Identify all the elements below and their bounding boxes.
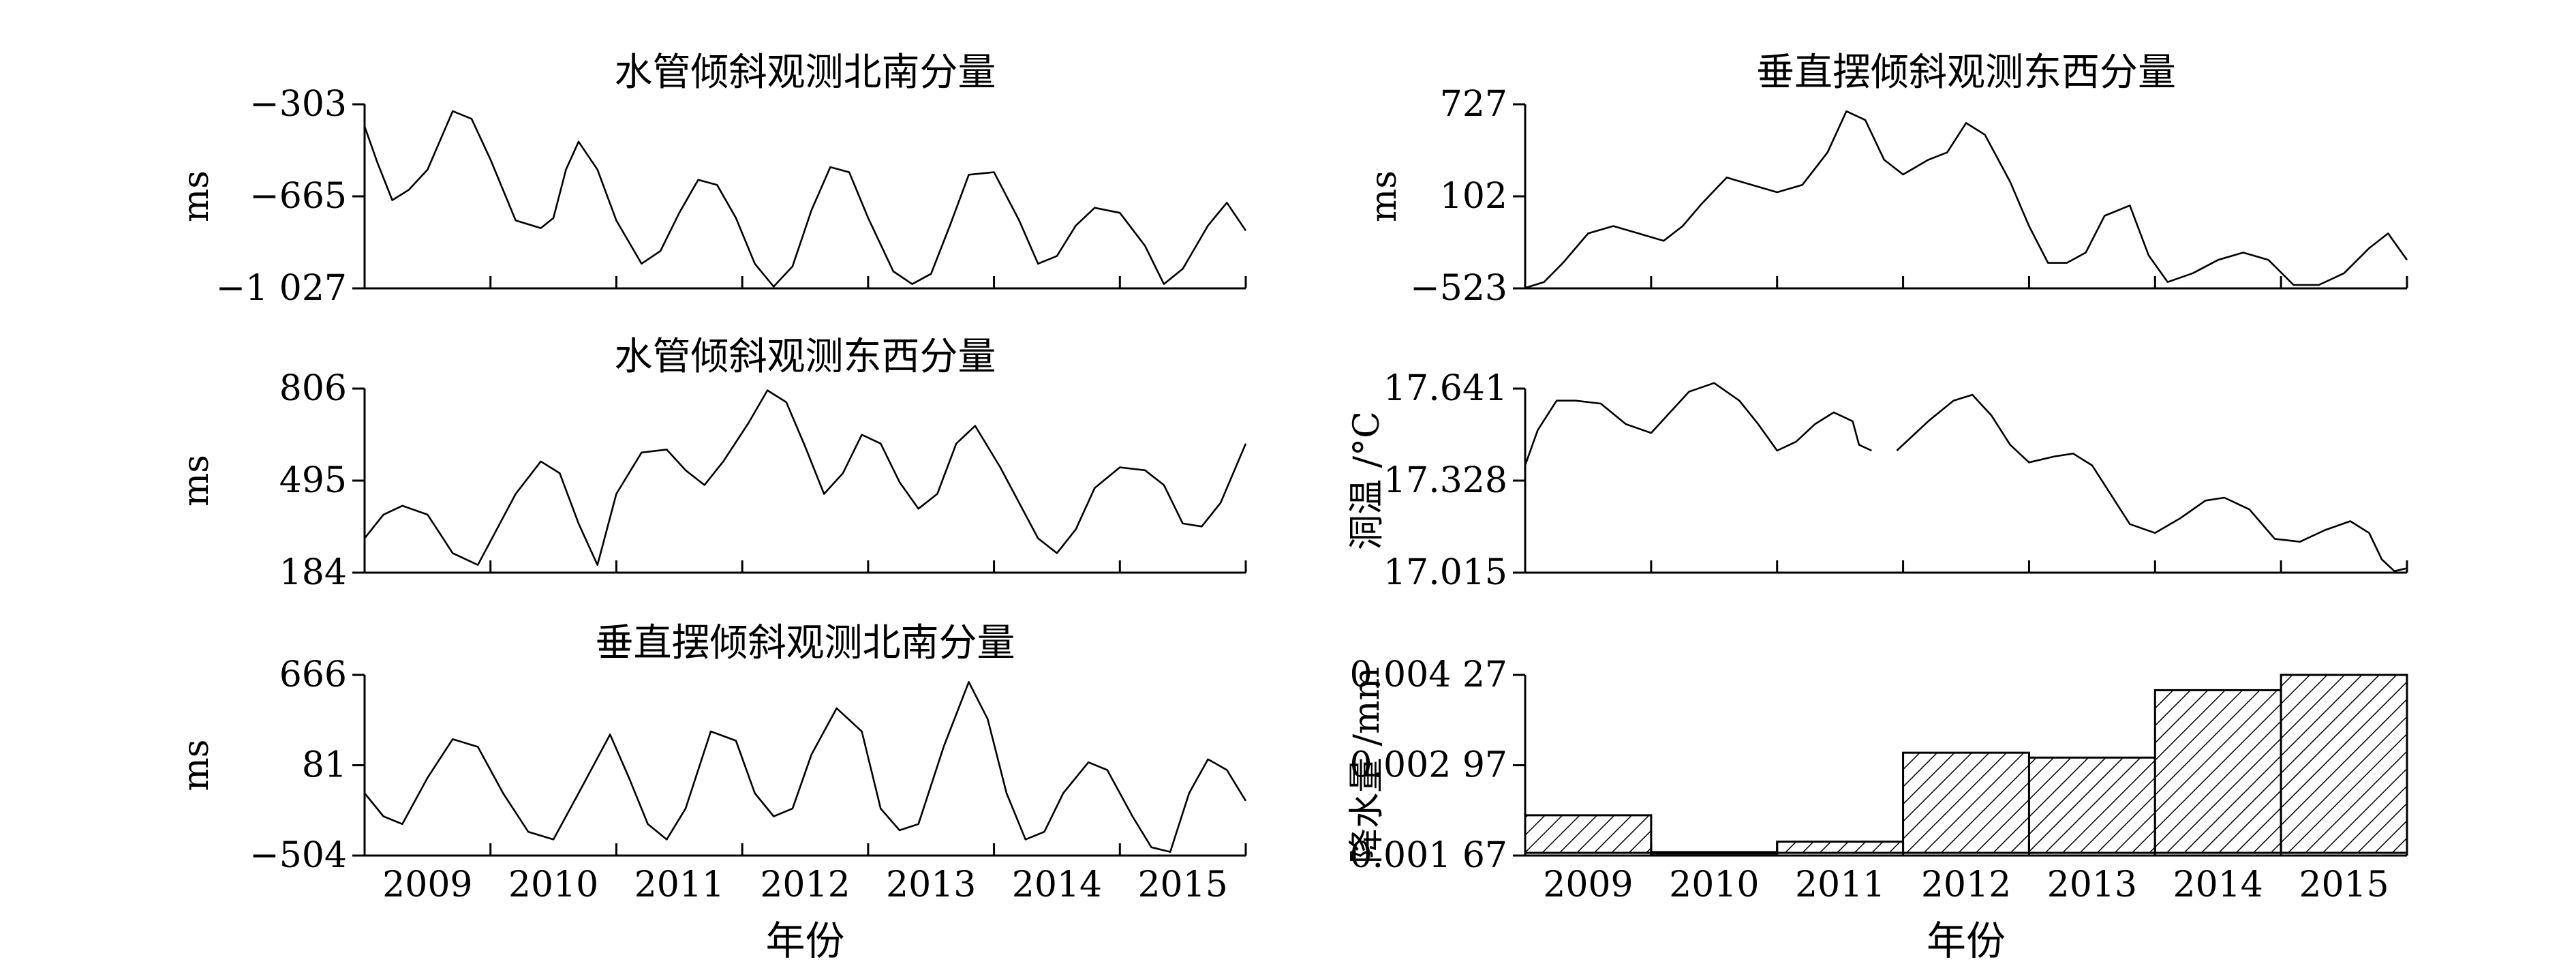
panel-title: 水管倾斜观测东西分量 [615, 335, 996, 379]
series-line-0 [363, 389, 1247, 566]
panel-title: 水管倾斜观测北南分量 [615, 50, 996, 95]
y-axis-label: ms [176, 170, 217, 222]
y-tick-label: 17.015 [1383, 552, 1507, 593]
series-line-0 [1524, 110, 2408, 289]
series-line-0 [1524, 382, 1872, 466]
bar-2013 [2027, 756, 2156, 854]
y-tick-label: −1 027 [216, 268, 347, 309]
y-tick-label: 666 [279, 654, 347, 695]
y-tick-label: 184 [279, 552, 347, 593]
y-tick-label: 806 [279, 368, 347, 409]
series-line-0 [363, 681, 1247, 853]
panel-p2: 水管倾斜观测东西分量 806 495 184 ms [176, 335, 1247, 593]
panel-p3: 垂直摆倾斜观测北南分量 666 81 −504 2009 2010 2011 2012 2013… [176, 621, 1247, 964]
y-tick-label: 727 [1440, 84, 1507, 125]
x-tick-label: 2015 [1137, 864, 1227, 905]
bar-2009 [1524, 814, 1653, 854]
y-axis-label: 洞温 /°C [1347, 411, 1387, 550]
x-tick-label: 2009 [382, 864, 472, 905]
y-tick-label: −665 [249, 176, 347, 217]
y-axis-label: ms [176, 455, 217, 507]
y-tick-label: 0.002 97 [1349, 745, 1507, 786]
x-tick-label: 2010 [1669, 864, 1759, 905]
y-tick-label: 17.328 [1383, 460, 1507, 501]
y-tick-label: −504 [249, 835, 347, 876]
x-tick-label: 2012 [760, 864, 850, 905]
y-tick-label: 0.004 27 [1349, 654, 1507, 695]
y-tick-label: −523 [1410, 268, 1507, 309]
bar-2010 [1650, 851, 1779, 855]
x-tick-label: 2011 [1795, 864, 1885, 905]
series-line-1 [1896, 393, 2408, 573]
x-axis-label: 年份 [765, 918, 844, 964]
y-tick-label: 0.001 67 [1349, 835, 1507, 876]
x-tick-label: 2013 [886, 864, 976, 905]
y-tick-label: 17.641 [1383, 368, 1507, 409]
x-tick-label: 2015 [2299, 864, 2389, 905]
x-tick-label: 2012 [1921, 864, 2011, 905]
y-axis-label: ms [176, 740, 217, 791]
panel-p4: 垂直摆倾斜观测东西分量 727 102 −523 ms [1364, 50, 2408, 309]
x-axis-label: 年份 [1927, 918, 2006, 964]
y-tick-label: −303 [249, 84, 347, 125]
panel-title: 垂直摆倾斜观测东西分量 [1756, 50, 2176, 95]
y-tick-label: 495 [279, 460, 347, 501]
x-tick-label: 2011 [634, 864, 724, 905]
y-axis-label: ms [1364, 170, 1405, 222]
x-tick-label: 2010 [508, 864, 598, 905]
panel-p1: 水管倾斜观测北南分量 −303 −665 −1 027 ms [176, 50, 1247, 309]
panel-p6: 0.004 27 0.002 97 0.001 67 2009 2010 2011 2012… [1347, 654, 2408, 964]
bar-2015 [2280, 674, 2408, 854]
x-tick-label: 2009 [1543, 864, 1633, 905]
x-tick-label: 2014 [1012, 864, 1102, 905]
x-tick-label: 2013 [2047, 864, 2137, 905]
bar-2012 [1902, 751, 2030, 854]
x-tick-label: 2014 [2173, 864, 2263, 905]
y-tick-label: 102 [1440, 176, 1507, 217]
bar-2014 [2153, 689, 2282, 854]
y-axis-label: 降水量 /mm [1347, 667, 1387, 864]
bar-2011 [1776, 841, 1905, 854]
series-line-0 [363, 110, 1247, 288]
y-tick-label: 81 [302, 745, 347, 786]
panel-title: 垂直摆倾斜观测北南分量 [596, 621, 1015, 665]
